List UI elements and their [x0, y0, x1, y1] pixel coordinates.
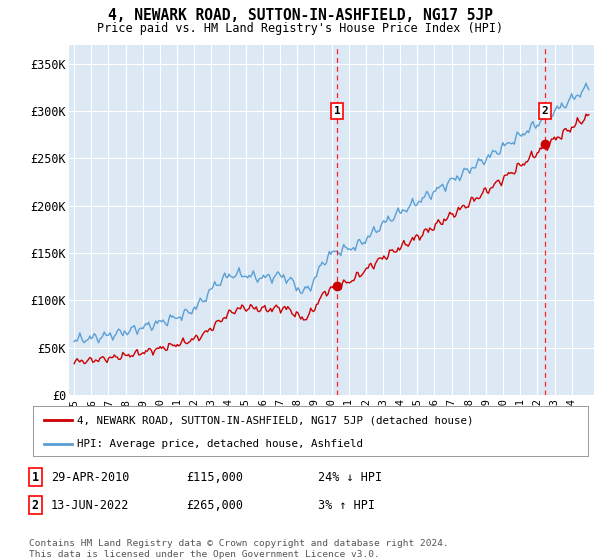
- Text: HPI: Average price, detached house, Ashfield: HPI: Average price, detached house, Ashf…: [77, 439, 364, 449]
- Text: 1: 1: [334, 106, 341, 116]
- Text: 4, NEWARK ROAD, SUTTON-IN-ASHFIELD, NG17 5JP: 4, NEWARK ROAD, SUTTON-IN-ASHFIELD, NG17…: [107, 8, 493, 24]
- Text: 3% ↑ HPI: 3% ↑ HPI: [318, 498, 375, 512]
- Text: 2: 2: [32, 498, 39, 512]
- Text: Price paid vs. HM Land Registry's House Price Index (HPI): Price paid vs. HM Land Registry's House …: [97, 22, 503, 35]
- Text: Contains HM Land Registry data © Crown copyright and database right 2024.
This d: Contains HM Land Registry data © Crown c…: [29, 539, 449, 559]
- Text: 1: 1: [32, 470, 39, 484]
- Text: 29-APR-2010: 29-APR-2010: [51, 470, 130, 484]
- Text: 4, NEWARK ROAD, SUTTON-IN-ASHFIELD, NG17 5JP (detached house): 4, NEWARK ROAD, SUTTON-IN-ASHFIELD, NG17…: [77, 415, 474, 425]
- Text: 24% ↓ HPI: 24% ↓ HPI: [318, 470, 382, 484]
- Text: £265,000: £265,000: [186, 498, 243, 512]
- Text: £115,000: £115,000: [186, 470, 243, 484]
- Text: 13-JUN-2022: 13-JUN-2022: [51, 498, 130, 512]
- Text: 2: 2: [542, 106, 548, 116]
